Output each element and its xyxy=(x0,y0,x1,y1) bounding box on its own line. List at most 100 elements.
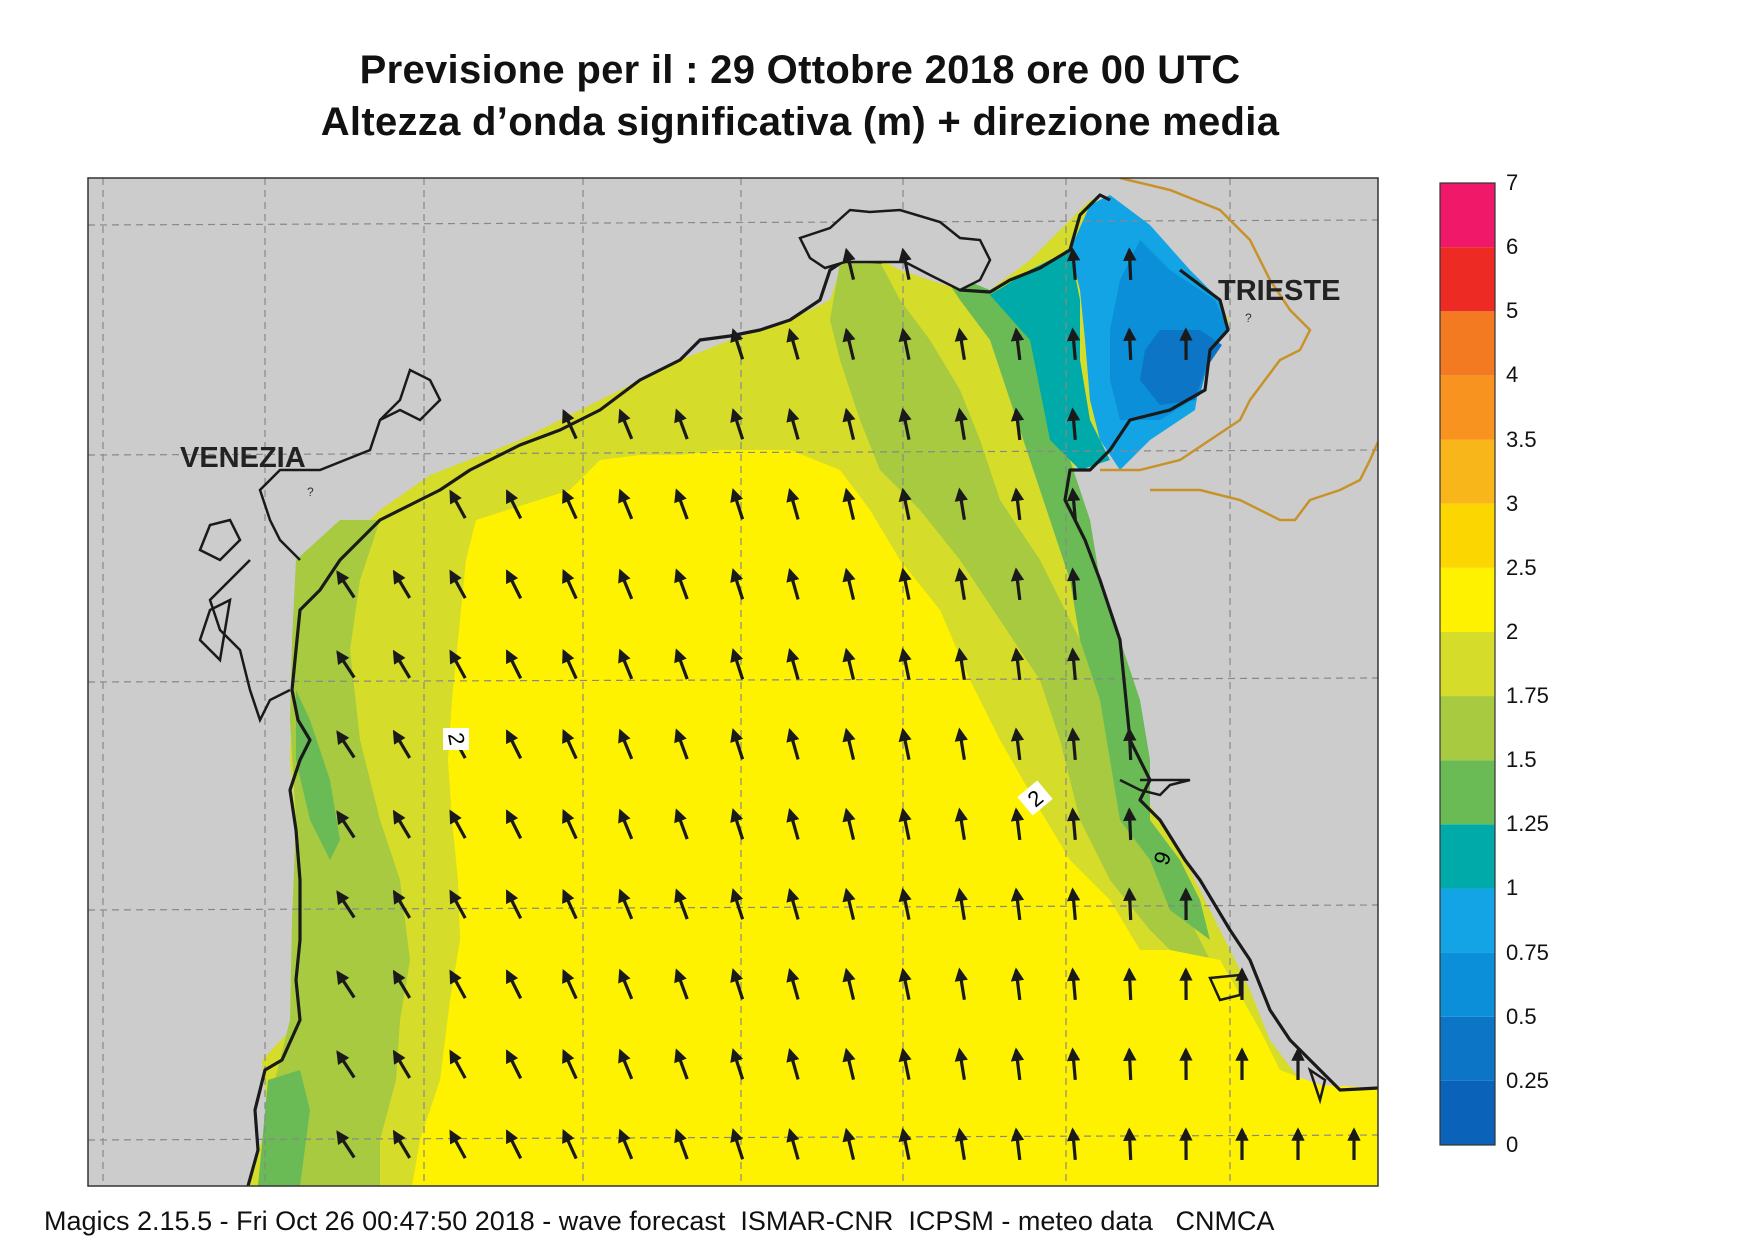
direction-arrow xyxy=(1123,967,1137,1001)
direction-arrow xyxy=(449,489,467,519)
direction-arrow xyxy=(786,808,800,840)
map-frame xyxy=(87,177,1379,1187)
direction-arrow xyxy=(898,727,912,761)
direction-arrow xyxy=(898,1127,912,1161)
direction-arrow xyxy=(786,648,800,680)
colorbar-tick-label: 3 xyxy=(1506,490,1519,516)
direction-arrow xyxy=(505,969,523,1000)
band-1-5-left xyxy=(260,520,410,1186)
direction-arrow xyxy=(898,647,912,681)
direction-arrow xyxy=(674,1128,689,1160)
direction-arrow xyxy=(1123,327,1137,361)
direction-arrow xyxy=(1066,567,1081,601)
colorbar-tick-label: 1.25 xyxy=(1506,811,1549,837)
direction-arrow xyxy=(954,647,968,681)
direction-arrow xyxy=(1010,967,1025,1001)
direction-arrow xyxy=(336,1050,356,1079)
direction-arrow xyxy=(786,1048,800,1080)
place-label-trieste: TRIESTE xyxy=(1218,275,1340,307)
national-border xyxy=(1100,178,1378,522)
direction-arrow xyxy=(898,487,912,521)
direction-arrow xyxy=(392,1129,412,1159)
direction-arrow xyxy=(562,968,578,1000)
direction-arrow xyxy=(562,808,578,840)
direction-arrow xyxy=(1010,727,1025,761)
direction-arrow xyxy=(674,888,689,920)
colorbar-swatch xyxy=(1440,567,1495,632)
direction-arrow xyxy=(954,1127,968,1161)
direction-arrow xyxy=(898,887,912,921)
colorbar-tick-label: 2 xyxy=(1506,618,1519,644)
direction-arrow xyxy=(674,408,689,440)
direction-arrow xyxy=(1066,807,1081,841)
direction-arrow xyxy=(786,888,800,920)
direction-arrow xyxy=(392,649,412,679)
direction-arrow xyxy=(730,808,745,840)
direction-arrow xyxy=(618,568,634,600)
direction-arrow xyxy=(1066,407,1081,441)
direction-arrow xyxy=(562,888,578,920)
band-1-25-bottom-left xyxy=(258,1070,310,1186)
direction-arrow xyxy=(898,247,912,281)
direction-arrow xyxy=(618,728,634,760)
colorbar-tick-label: 1.5 xyxy=(1506,747,1537,773)
direction-arrow xyxy=(505,649,523,680)
direction-arrow xyxy=(392,729,412,759)
direction-arrow xyxy=(618,1128,634,1160)
direction-arrow xyxy=(1066,887,1081,921)
direction-arrow xyxy=(1066,727,1081,761)
direction-arrow xyxy=(842,807,856,840)
direction-arrow xyxy=(1123,887,1137,921)
direction-arrow xyxy=(505,569,523,600)
colorbar-tick-label: 6 xyxy=(1506,234,1519,260)
direction-arrow xyxy=(336,970,356,999)
direction-arrow xyxy=(1123,1047,1137,1081)
direction-arrow xyxy=(505,809,523,840)
direction-arrow xyxy=(730,1128,745,1160)
direction-arrow xyxy=(392,1049,412,1079)
colorbar-tick-label: 0.5 xyxy=(1506,1003,1537,1029)
direction-arrow xyxy=(674,728,689,760)
direction-arrow xyxy=(898,807,912,841)
direction-arrow xyxy=(786,488,800,520)
colorbar-swatch xyxy=(1440,311,1495,376)
colorbar-swatch xyxy=(1440,503,1495,568)
direction-arrow xyxy=(786,328,800,360)
direction-arrow xyxy=(1123,807,1137,841)
direction-arrow xyxy=(842,1047,856,1080)
direction-arrow xyxy=(842,647,856,680)
direction-arrow xyxy=(898,327,912,361)
colorbar-tick-label: 3.5 xyxy=(1506,426,1537,452)
direction-arrow xyxy=(449,1129,467,1159)
city-marker: ? xyxy=(1245,311,1252,325)
direction-arrow xyxy=(392,809,412,839)
direction-arrow xyxy=(954,487,968,521)
direction-arrow xyxy=(954,567,968,601)
band-1-25 xyxy=(940,270,1210,940)
direction-arrow xyxy=(674,808,689,840)
direction-arrow xyxy=(954,407,968,441)
colorbar-swatch xyxy=(1440,696,1495,761)
direction-arrow xyxy=(786,408,800,440)
wave-direction-arrows xyxy=(336,247,1361,1161)
direction-arrow xyxy=(786,968,800,1000)
direction-arrow xyxy=(786,1128,800,1160)
direction-arrow xyxy=(562,488,578,520)
direction-arrow xyxy=(730,328,745,360)
direction-arrow xyxy=(392,569,412,599)
direction-arrow xyxy=(1010,567,1025,601)
direction-arrow xyxy=(842,567,856,600)
direction-arrow xyxy=(1066,1127,1081,1161)
colorbar-tick-label: 0 xyxy=(1506,1132,1519,1157)
direction-arrow xyxy=(842,967,856,1000)
direction-arrow xyxy=(674,568,689,600)
direction-arrow xyxy=(336,1130,356,1159)
colorbar-tick-label: 5 xyxy=(1506,298,1519,324)
direction-arrow xyxy=(674,1048,689,1080)
direction-arrow xyxy=(730,1048,745,1080)
direction-arrow xyxy=(1123,1127,1137,1161)
direction-arrow xyxy=(618,408,634,440)
colorbar-swatch xyxy=(1440,1080,1495,1145)
direction-arrow xyxy=(449,809,467,839)
